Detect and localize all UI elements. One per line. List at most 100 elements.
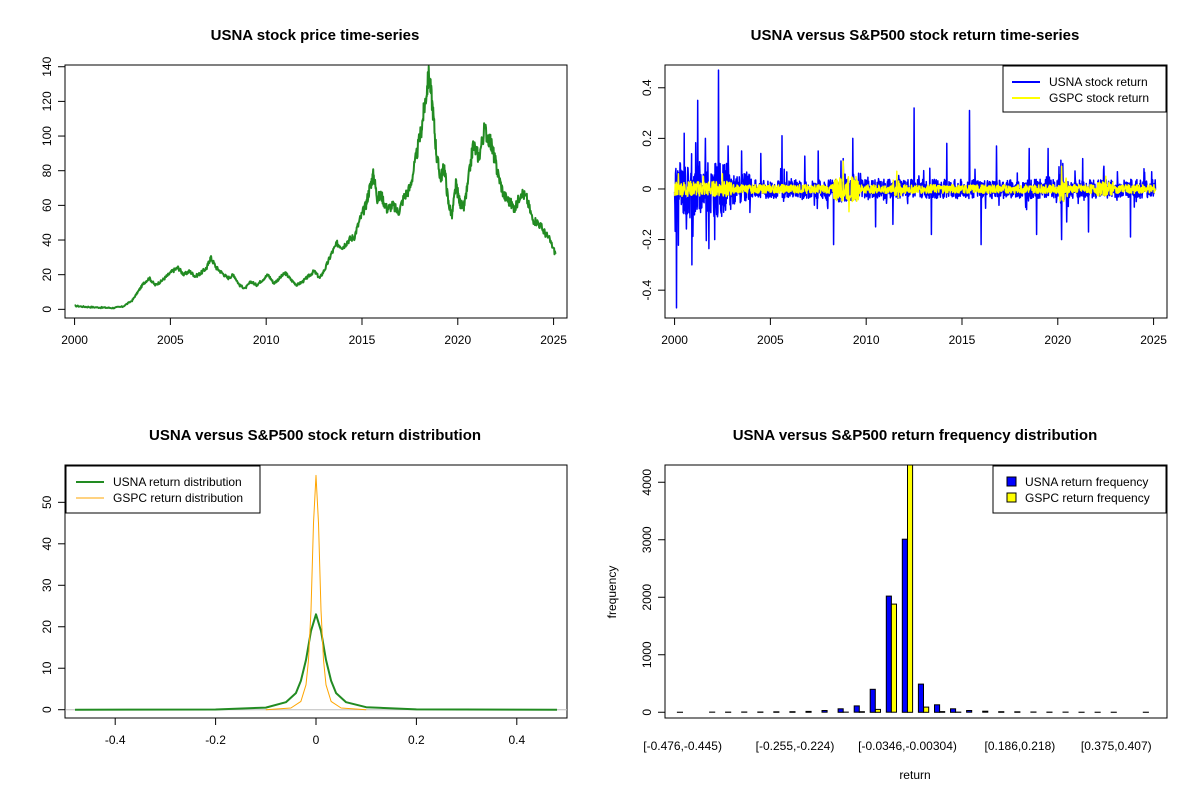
price-y-tick-label: 40: [40, 233, 54, 247]
usna-return-line: [673, 69, 1157, 309]
price-y-tick-label: 20: [40, 268, 54, 282]
price-x-tick-label: 2020: [444, 333, 471, 347]
returns-chart-title: USNA versus S&P500 stock return time-ser…: [751, 27, 1080, 44]
price-y-tick-label: 60: [40, 198, 54, 212]
gspc-freq-bar: [907, 464, 914, 713]
histogram-chart-title: USNA versus S&P500 return frequency dist…: [733, 427, 1098, 444]
returns-x-tick-label: 2005: [757, 333, 784, 347]
usna-price-line: [74, 65, 557, 310]
returns-y-tick-label: -0.2: [640, 229, 654, 250]
usna-freq-bar: [885, 595, 892, 713]
usna-freq-bar: [1014, 711, 1021, 713]
usna-freq-bar: [950, 708, 957, 713]
legend-gspc-return-label: GSPC stock return: [1049, 91, 1149, 105]
histogram-x-tick-label: [-0.255,-0.224): [756, 739, 835, 753]
returns-x-tick-label: 2000: [661, 333, 688, 347]
price-chart: USNA stock price time-series 2000 2005 201…: [40, 27, 568, 347]
legend-usna-freq-label: USNA return frequency: [1025, 475, 1148, 489]
price-chart-title: USNA stock price time-series: [211, 27, 420, 44]
returns-x-tick-label: 2025: [1140, 333, 1167, 347]
density-y-tick-label: 10: [40, 661, 54, 675]
usna-freq-bar: [789, 711, 796, 713]
histogram-x-tick-label: [0.186,0.218): [985, 739, 1056, 753]
histogram-y-tick-label: 0: [640, 709, 654, 716]
histogram-y-tick-label: 3000: [640, 526, 654, 553]
price-x-tick-label: 2015: [349, 333, 376, 347]
density-chart: USNA versus S&P500 stock return distribu…: [40, 427, 568, 747]
histogram-legend-box: [992, 465, 1167, 514]
density-chart-title: USNA versus S&P500 stock return distribu…: [149, 427, 481, 444]
legend-gspc-density-label: GSPC return distribution: [113, 491, 243, 505]
usna-freq-bar: [853, 705, 860, 713]
density-y-tick-label: 50: [40, 495, 54, 509]
gspc-return-line: [673, 160, 1157, 213]
legend-usna-freq-swatch: [1006, 476, 1017, 487]
legend-gspc-freq-swatch: [1006, 492, 1017, 503]
histogram-x-tick-label: [-0.0346,-0.00304): [858, 739, 957, 753]
histogram-y-tick-label: 1000: [640, 641, 654, 668]
density-legend-box: [65, 465, 261, 514]
histogram-y-tick-label: 2000: [640, 584, 654, 611]
density-y-tick-label: 30: [40, 578, 54, 592]
usna-freq-bar: [982, 710, 989, 713]
usna-freq-bar: [998, 711, 1005, 713]
returns-legend: USNA stock return GSPC stock return: [1002, 65, 1167, 113]
returns-y-tick-label: 0.4: [640, 79, 654, 96]
density-y-tick-label: 40: [40, 537, 54, 551]
usna-freq-bar: [869, 688, 876, 713]
price-y-tick-label: 100: [40, 126, 54, 146]
usna-freq-bar: [837, 708, 844, 713]
histogram-x-tick-label: [-0.476,-0.445): [643, 739, 722, 753]
histogram-chart: USNA versus S&P500 return frequency dist…: [605, 427, 1168, 782]
legend-usna-density-label: USNA return distribution: [113, 475, 242, 489]
price-x-tick-label: 2010: [253, 333, 280, 347]
density-y-tick-label: 0: [40, 706, 54, 713]
returns-chart: USNA versus S&P500 stock return time-ser…: [640, 27, 1168, 347]
histogram-x-tick-label: [0.375,0.407): [1081, 739, 1152, 753]
histogram-plot-area: [-0.476,-0.445) [-0.255,-0.224) [-0.0346,-…: [640, 464, 1152, 753]
density-x-tick-label: 0.2: [408, 733, 425, 747]
density-y-tick-label: 20: [40, 620, 54, 634]
usna-freq-bar: [805, 710, 812, 713]
gspc-freq-bar: [874, 708, 882, 713]
usna-freq-bar: [821, 710, 828, 713]
density-plot-area: -0.4 -0.2 0 0.2 0.4 0 10 20 30 40 50: [40, 474, 567, 747]
returns-y-tick-label: 0.2: [640, 130, 654, 147]
price-y-tick-label: 120: [40, 91, 54, 111]
gspc-density-line: [265, 474, 367, 711]
gspc-freq-bar: [858, 711, 865, 713]
price-y-tick-label: 140: [40, 56, 54, 76]
returns-x-tick-label: 2015: [949, 333, 976, 347]
usna-freq-bar: [934, 704, 941, 713]
legend-usna-return-label: USNA stock return: [1049, 75, 1148, 89]
returns-x-tick-label: 2020: [1044, 333, 1071, 347]
histogram-y-tick-label: 4000: [640, 469, 654, 496]
usna-freq-bar: [917, 683, 925, 713]
price-x-tick-label: 2000: [61, 333, 88, 347]
returns-plot-area: 2000 2005 2010 2015 2020 2025 -0.4 -0.2 0 0.2 0.4: [640, 69, 1167, 347]
gspc-freq-bar: [939, 711, 946, 713]
usna-density-line: [74, 613, 558, 711]
histogram-y-axis-label: frequency: [605, 566, 619, 619]
price-y-tick-label: 80: [40, 164, 54, 178]
price-y-tick-label: 0: [40, 306, 54, 313]
gspc-freq-bar: [923, 706, 930, 713]
usna-freq-bar: [773, 711, 780, 713]
density-x-tick-label: 0: [313, 733, 320, 747]
returns-y-tick-label: 0: [640, 185, 654, 192]
gspc-freq-bar: [890, 603, 898, 713]
usna-freq-bar: [901, 538, 908, 713]
price-plot-area: 2000 2005 2010 2015 2020 2025 0 20 40 60 80 100 120 1…: [40, 56, 567, 347]
density-x-tick-label: -0.2: [205, 733, 226, 747]
returns-x-tick-label: 2010: [853, 333, 880, 347]
density-legend: USNA return distribution GSPC return dis…: [65, 465, 261, 514]
density-x-tick-label: -0.4: [105, 733, 126, 747]
usna-freq-bar: [966, 710, 973, 713]
price-x-tick-label: 2005: [157, 333, 184, 347]
legend-gspc-freq-label: GSPC return frequency: [1025, 491, 1150, 505]
returns-y-tick-label: -0.4: [640, 280, 654, 301]
price-x-tick-label: 2025: [540, 333, 567, 347]
histogram-legend: USNA return frequency GSPC return freque…: [992, 465, 1167, 514]
